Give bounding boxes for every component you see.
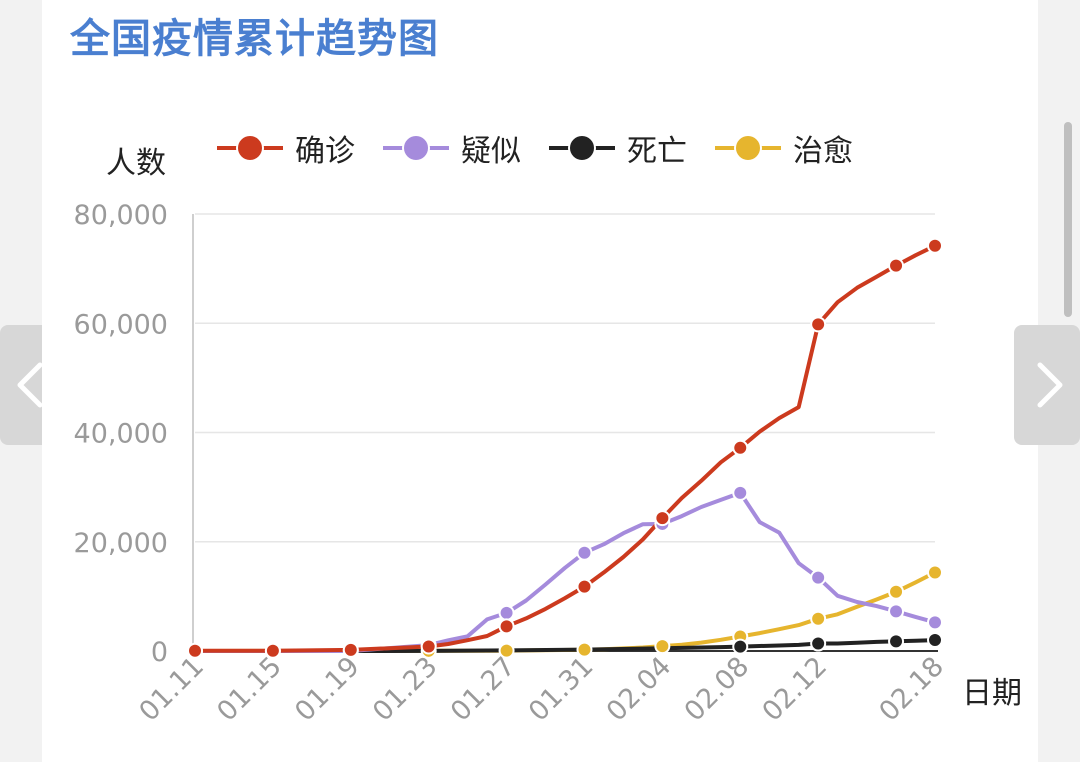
data-point-confirmed [342,641,359,658]
data-point-confirmed [732,439,749,456]
legend-label-recovered: 治愈 [793,134,853,169]
legend-swatch-marker [734,134,762,162]
legend-item-confirmed[interactable]: 确诊 [215,126,355,170]
y-axis-label: 人数 [106,146,166,181]
x-tick-label: 01.31 [523,651,600,728]
data-point-recovered [576,641,593,658]
x-tick-label: 02.12 [757,651,834,728]
legend-swatch-marker [236,134,264,162]
legend-swatch-marker [402,134,430,162]
legend-swatch-suspected [383,134,449,162]
series-line-confirmed [193,243,937,653]
data-point-confirmed [187,642,203,659]
x-tick-label: 01.23 [367,651,444,728]
x-tick-label: 01.15 [211,651,288,728]
data-point-recovered [888,583,905,600]
legend-swatch-deaths [549,134,615,162]
data-point-suspected [810,569,827,586]
data-point-deaths [732,638,749,655]
legend-swatch-marker [568,134,596,162]
legend-item-suspected[interactable]: 疑似 [381,126,521,170]
scrollbar[interactable] [1064,122,1072,317]
data-point-suspected [927,614,943,631]
y-tick-label: 80,000 [74,200,168,231]
x-tick-label: 01.11 [133,651,210,728]
x-tick-label: 01.27 [445,651,522,728]
series-line-suspected [193,490,937,653]
x-tick-label: 02.18 [873,651,950,728]
data-point-recovered [498,642,515,659]
data-point-recovered [654,638,671,655]
y-tick-label: 0 [151,637,168,668]
y-tick-label: 40,000 [74,419,168,450]
data-point-confirmed [810,316,827,333]
legend-label-deaths: 死亡 [627,134,687,169]
data-point-deaths [927,632,943,649]
page-title: 全国疫情累计趋势图 [70,16,439,62]
chevron-right-icon [1037,362,1063,408]
data-point-confirmed [927,237,943,254]
legend-swatch-recovered [715,134,781,162]
data-point-confirmed [654,510,671,527]
data-point-deaths [810,635,827,652]
data-point-recovered [927,564,943,581]
data-point-confirmed [576,578,593,595]
x-axis-label: 日期 [962,676,1022,711]
data-point-suspected [498,604,515,621]
data-point-suspected [732,484,749,501]
chart-card [42,0,1038,762]
data-point-suspected [576,544,593,561]
legend-label-confirmed: 确诊 [295,134,355,169]
x-tick-label: 02.04 [601,651,678,728]
data-point-confirmed [498,618,515,635]
data-point-confirmed [264,642,281,659]
chevron-left-icon [17,362,43,408]
legend-item-deaths[interactable]: 死亡 [547,126,687,170]
next-button[interactable] [1014,325,1080,445]
data-point-confirmed [888,257,905,274]
legend-swatch-confirmed [217,134,283,162]
x-tick-label: 02.08 [679,651,756,728]
data-point-deaths [888,633,905,650]
data-point-suspected [888,603,905,620]
x-tick-label: 01.19 [289,651,366,728]
data-point-confirmed [420,638,437,655]
data-point-recovered [810,610,827,627]
legend-item-recovered[interactable]: 治愈 [713,126,853,170]
chart-legend: 确诊 疑似 死亡 治愈 [215,126,853,170]
y-tick-label: 60,000 [74,309,168,340]
y-tick-label: 20,000 [74,528,168,559]
legend-label-suspected: 疑似 [461,134,521,169]
